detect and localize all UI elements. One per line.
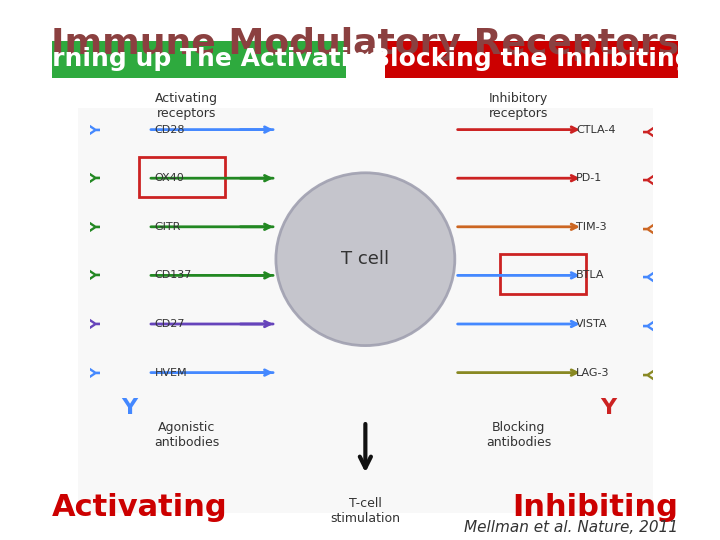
- Text: CD137: CD137: [155, 271, 192, 280]
- Text: Immune Modulatory Receptors: Immune Modulatory Receptors: [51, 27, 680, 61]
- Text: Y: Y: [90, 319, 104, 329]
- Text: Blocking
antibodies: Blocking antibodies: [486, 421, 552, 449]
- Text: Inhibiting: Inhibiting: [513, 493, 678, 522]
- FancyBboxPatch shape: [53, 40, 346, 78]
- Text: Inhibitory
receptors: Inhibitory receptors: [489, 92, 549, 120]
- Text: Y: Y: [90, 368, 104, 377]
- Ellipse shape: [276, 173, 455, 346]
- Text: VISTA: VISTA: [576, 319, 608, 329]
- Text: CD28: CD28: [155, 125, 185, 134]
- Text: Y: Y: [639, 125, 654, 134]
- Text: Y: Y: [639, 173, 654, 183]
- Text: TIM-3: TIM-3: [576, 222, 607, 232]
- Text: Y: Y: [639, 271, 654, 280]
- Text: HVEM: HVEM: [155, 368, 187, 377]
- Text: CTLA-4: CTLA-4: [576, 125, 616, 134]
- Text: LAG-3: LAG-3: [576, 368, 610, 377]
- Text: Activating
receptors: Activating receptors: [155, 92, 218, 120]
- Text: CD27: CD27: [155, 319, 185, 329]
- Text: Y: Y: [639, 319, 654, 329]
- Text: Turning up The Activating: Turning up The Activating: [20, 48, 385, 71]
- Text: Y: Y: [90, 222, 104, 232]
- Text: Activating: Activating: [53, 493, 228, 522]
- Text: Y: Y: [639, 222, 654, 232]
- Text: Agonistic
antibodies: Agonistic antibodies: [154, 421, 219, 449]
- Text: T cell: T cell: [341, 250, 390, 268]
- Text: Y: Y: [90, 271, 104, 280]
- Text: OX40: OX40: [155, 173, 184, 183]
- Bar: [78, 108, 653, 513]
- FancyBboxPatch shape: [384, 40, 678, 78]
- Text: Mellman et al. Nature, 2011: Mellman et al. Nature, 2011: [464, 519, 678, 535]
- Text: Y: Y: [639, 368, 654, 377]
- Text: Y: Y: [121, 397, 137, 418]
- Text: Blocking the Inhibiting: Blocking the Inhibiting: [371, 48, 693, 71]
- Text: Y: Y: [90, 125, 104, 134]
- Text: Y: Y: [90, 173, 104, 183]
- Text: PD-1: PD-1: [576, 173, 603, 183]
- Text: Y: Y: [600, 397, 616, 418]
- Text: T-cell
stimulation: T-cell stimulation: [330, 497, 400, 525]
- Text: BTLA: BTLA: [576, 271, 605, 280]
- Text: GITR: GITR: [155, 222, 181, 232]
